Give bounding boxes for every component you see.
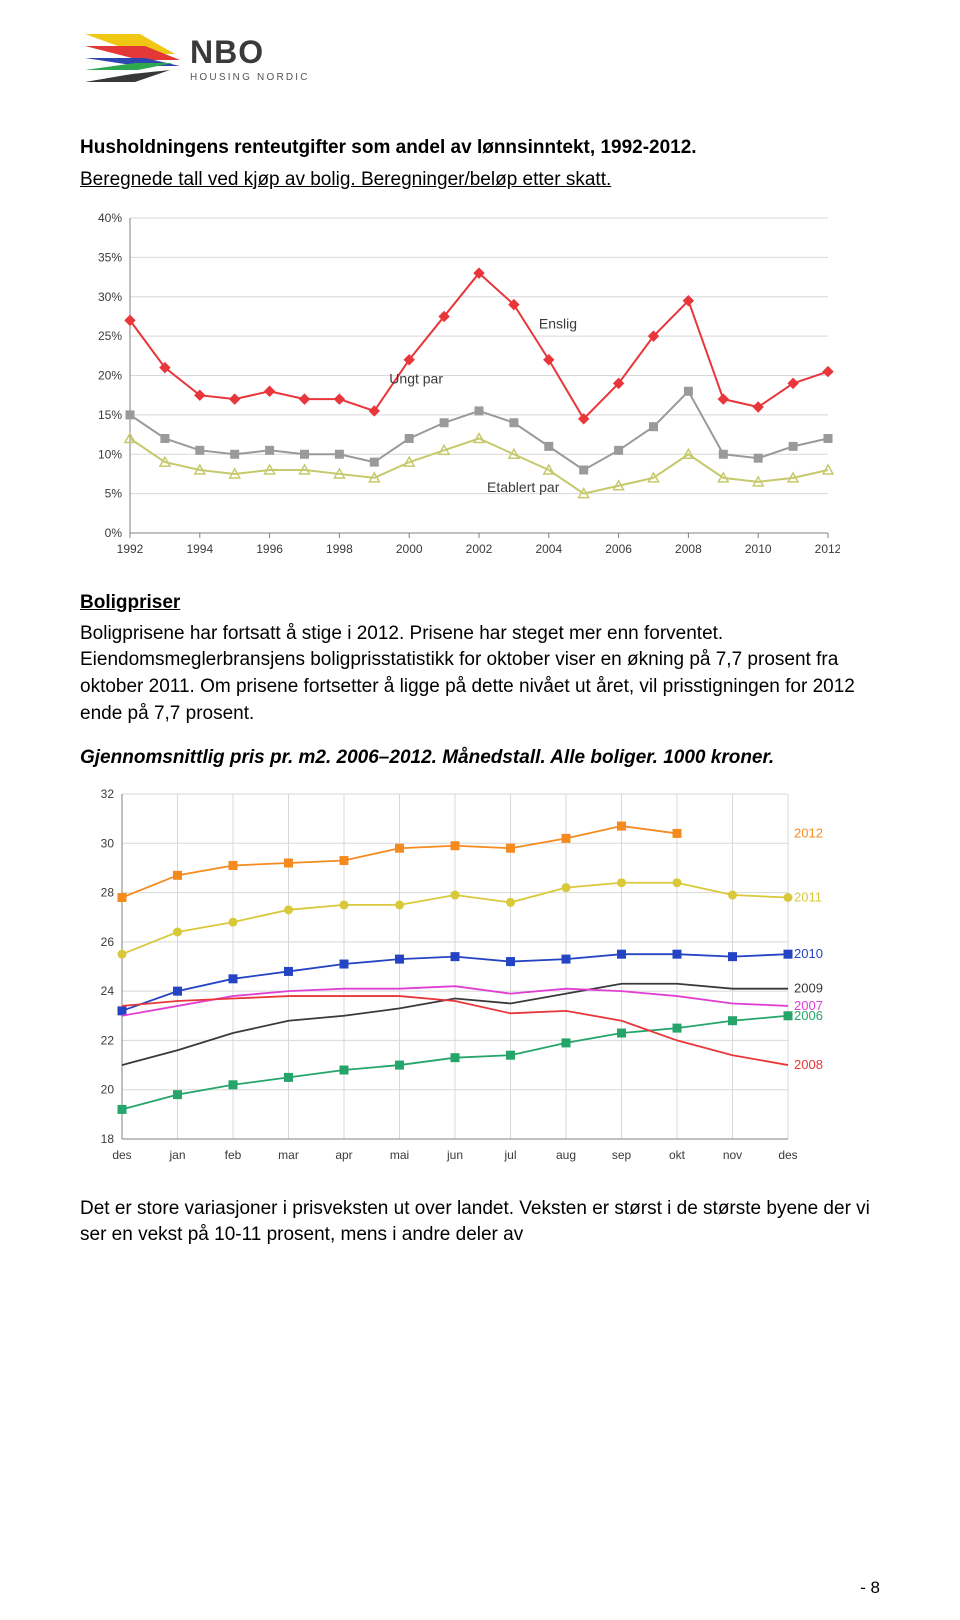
svg-text:20: 20: [101, 1083, 115, 1097]
svg-text:35%: 35%: [98, 251, 122, 265]
logo-text: NBO: [190, 34, 264, 70]
svg-text:apr: apr: [335, 1148, 352, 1162]
svg-text:1996: 1996: [256, 542, 283, 556]
svg-text:mar: mar: [278, 1148, 299, 1162]
svg-text:15%: 15%: [98, 408, 122, 422]
svg-text:1992: 1992: [117, 542, 144, 556]
svg-text:2008: 2008: [675, 542, 702, 556]
interest-chart: 0% 5% 10% 15% 20% 25% 30% 35% 40% 1992 1994 1996 199…: [80, 208, 840, 568]
svg-text:jan: jan: [168, 1148, 185, 1162]
svg-text:Enslig: Enslig: [539, 316, 577, 332]
svg-text:18: 18: [101, 1132, 115, 1146]
svg-text:20%: 20%: [98, 369, 122, 383]
page-number: - 8: [860, 1578, 880, 1598]
svg-text:2012: 2012: [815, 542, 840, 556]
svg-text:jul: jul: [503, 1148, 516, 1162]
svg-text:22: 22: [101, 1033, 115, 1047]
svg-text:jun: jun: [446, 1148, 463, 1162]
svg-text:des: des: [778, 1148, 797, 1162]
svg-text:24: 24: [101, 984, 115, 998]
svg-text:sep: sep: [612, 1148, 632, 1162]
svg-text:25%: 25%: [98, 329, 122, 343]
svg-text:2011: 2011: [794, 889, 822, 904]
svg-text:2012: 2012: [794, 825, 823, 840]
svg-text:des: des: [112, 1148, 131, 1162]
svg-text:40%: 40%: [98, 211, 122, 225]
svg-text:2006: 2006: [605, 542, 632, 556]
svg-text:1998: 1998: [326, 542, 353, 556]
svg-text:28: 28: [101, 885, 115, 899]
svg-text:30%: 30%: [98, 290, 122, 304]
svg-text:0%: 0%: [105, 526, 123, 540]
svg-text:2002: 2002: [466, 542, 493, 556]
svg-text:nov: nov: [723, 1148, 742, 1162]
svg-text:2009: 2009: [794, 981, 823, 996]
boligpriser-body: Boligprisene har fortsatt å stige i 2012…: [80, 621, 880, 727]
boligpriser-title: Boligpriser: [80, 590, 880, 617]
svg-text:2000: 2000: [396, 542, 423, 556]
svg-text:32: 32: [101, 787, 115, 801]
logo-chevrons-icon: [85, 34, 180, 82]
logo: NBO HOUSING NORDIC: [80, 30, 880, 95]
bottom-paragraph: Det er store variasjoner i prisveksten u…: [80, 1196, 880, 1249]
svg-text:Etablert par: Etablert par: [487, 479, 560, 495]
svg-text:30: 30: [101, 836, 115, 850]
svg-text:2006: 2006: [794, 1008, 823, 1023]
svg-text:26: 26: [101, 935, 115, 949]
svg-text:10%: 10%: [98, 448, 122, 462]
chart2-title: Gjennomsnittlig pris pr. m2. 2006–2012. …: [80, 745, 880, 772]
svg-text:okt: okt: [669, 1148, 686, 1162]
svg-text:5%: 5%: [105, 487, 123, 501]
svg-text:mai: mai: [390, 1148, 409, 1162]
svg-text:feb: feb: [225, 1148, 242, 1162]
logo-subtext: HOUSING NORDIC: [190, 72, 310, 83]
svg-text:2010: 2010: [745, 542, 772, 556]
price-chart: 18 20 22 24 26 28 30 32 des jan feb mar apr mai jun jul…: [80, 784, 840, 1174]
svg-text:2008: 2008: [794, 1057, 823, 1072]
svg-text:2010: 2010: [794, 946, 823, 961]
heading-1: Husholdningens renteutgifter som andel a…: [80, 135, 880, 161]
heading-1-subtitle: Beregnede tall ved kjøp av bolig. Beregn…: [80, 167, 880, 193]
svg-text:1994: 1994: [186, 542, 213, 556]
svg-text:aug: aug: [556, 1148, 576, 1162]
svg-text:2004: 2004: [535, 542, 562, 556]
svg-text:Ungt par: Ungt par: [389, 371, 443, 387]
